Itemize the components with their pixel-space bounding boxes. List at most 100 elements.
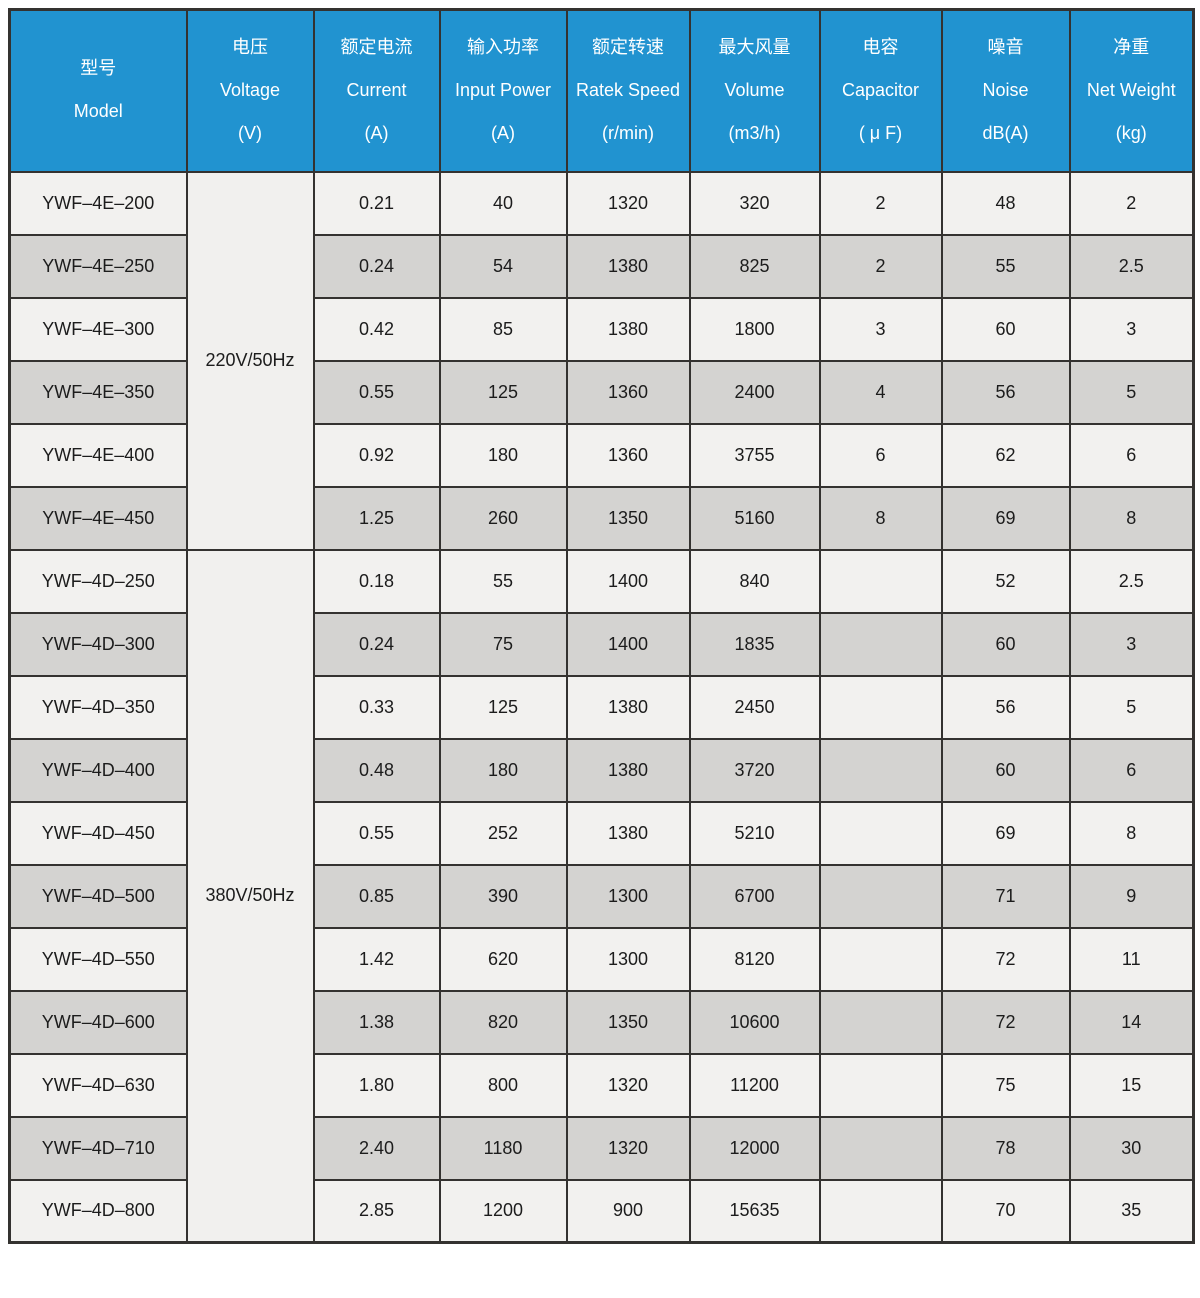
cell-model: YWF–4D–500: [8, 863, 188, 929]
cell-current: 0.48: [312, 737, 441, 803]
cell-input-power: 252: [438, 800, 568, 866]
cell-input-power: 800: [438, 1052, 568, 1118]
table-row: YWF–4E–200 220V/50Hz 0.21 40 1320 320 2 48 2: [8, 170, 1195, 551]
cell-model: YWF–4D–630: [8, 1052, 188, 1118]
cell-current: 2.85: [312, 1178, 441, 1244]
cell-noise: 60: [940, 737, 1071, 803]
cell-input-power: 85: [438, 296, 568, 362]
header-label-group: 噪音 Noise dB(A): [944, 37, 1068, 143]
cell-noise: 75: [940, 1052, 1071, 1118]
cell-net-weight: 9: [1068, 863, 1195, 929]
cell-net-weight: 8: [1068, 485, 1195, 551]
cell-ratek-speed: 1320: [565, 1115, 691, 1181]
cell-input-power: 75: [438, 611, 568, 677]
header-en-label: Input Power: [454, 79, 552, 100]
cell-input-power: 125: [438, 359, 568, 425]
header-cell-capacitor: 电容 Capacitor ( μ F): [818, 8, 943, 173]
cell-capacitor: 2: [818, 233, 943, 299]
cell-capacitor: [818, 674, 943, 740]
cell-volume: 2450: [688, 674, 821, 740]
cell-current: 0.21: [312, 170, 441, 236]
header-zh-label: 电容: [862, 37, 899, 58]
cell-model: YWF–4D–350: [8, 674, 188, 740]
table-body: YWF–4E–200 220V/50Hz 0.21 40 1320 320 2 48 2 YWF–…: [8, 170, 1195, 1244]
table-row: YWF–4E–350 0.55 125 1360 2400 4 56 5: [8, 359, 1195, 425]
cell-capacitor: [818, 863, 943, 929]
cell-capacitor: [818, 737, 943, 803]
cell-ratek-speed: 1380: [565, 800, 691, 866]
cell-input-power: 54: [438, 233, 568, 299]
header-en-label: Capacitor: [841, 79, 920, 100]
cell-noise: 60: [940, 611, 1071, 677]
header-unit-label: (r/min): [602, 122, 654, 143]
header-row: 型号 Model 电压 Voltage (V) 额定电流 Current (A) 输入功率 Inp…: [8, 8, 1195, 173]
header-label-group: 最大风量 Volume (m3/h): [692, 37, 818, 143]
cell-capacitor: [818, 926, 943, 992]
cell-model: YWF–4E–400: [8, 422, 188, 488]
cell-net-weight: 2: [1068, 170, 1195, 236]
cell-volume: 6700: [688, 863, 821, 929]
cell-capacitor: [818, 548, 943, 614]
cell-volume: 1800: [688, 296, 821, 362]
header-unit-label: (A): [491, 122, 515, 143]
cell-noise: 55: [940, 233, 1071, 299]
cell-capacitor: 6: [818, 422, 943, 488]
cell-current: 0.55: [312, 800, 441, 866]
header-zh-label: 额定电流: [340, 37, 413, 58]
cell-model: YWF–4E–250: [8, 233, 188, 299]
cell-noise: 52: [940, 548, 1071, 614]
cell-ratek-speed: 1380: [565, 737, 691, 803]
header-en-label: Ratek Speed: [575, 79, 681, 100]
table-row: YWF–4E–450 1.25 260 1350 5160 8 69 8: [8, 485, 1195, 551]
cell-net-weight: 15: [1068, 1052, 1195, 1118]
header-en-label: Noise: [982, 79, 1029, 100]
header-zh-label: 型号: [80, 58, 117, 79]
cell-capacitor: 8: [818, 485, 943, 551]
cell-current: 0.24: [312, 233, 441, 299]
cell-model: YWF–4D–400: [8, 737, 188, 803]
cell-input-power: 1200: [438, 1178, 568, 1244]
cell-current: 0.24: [312, 611, 441, 677]
cell-noise: 70: [940, 1178, 1071, 1244]
cell-capacitor: [818, 1178, 943, 1244]
cell-ratek-speed: 1380: [565, 674, 691, 740]
cell-noise: 56: [940, 359, 1071, 425]
table-row: YWF–4D–250 380V/50Hz 0.18 55 1400 840 52 2.5: [8, 548, 1195, 1244]
header-label-group: 额定转速 Ratek Speed (r/min): [569, 37, 688, 143]
header-en-label: Voltage: [219, 79, 281, 100]
header-cell-input-power: 输入功率 Input Power (A): [438, 8, 568, 173]
cell-model: YWF–4D–800: [8, 1178, 188, 1244]
cell-input-power: 820: [438, 989, 568, 1055]
cell-capacitor: 4: [818, 359, 943, 425]
cell-volume: 3755: [688, 422, 821, 488]
cell-capacitor: [818, 989, 943, 1055]
header-cell-volume: 最大风量 Volume (m3/h): [688, 8, 821, 173]
cell-net-weight: 5: [1068, 674, 1195, 740]
voltage-merged-cell: 380V/50Hz: [185, 548, 315, 1244]
cell-ratek-speed: 1400: [565, 611, 691, 677]
header-cell-net-weight: 净重 Net Weight (kg): [1068, 8, 1195, 173]
cell-noise: 56: [940, 674, 1071, 740]
cell-net-weight: 5: [1068, 359, 1195, 425]
cell-volume: 11200: [688, 1052, 821, 1118]
header-unit-label: dB(A): [982, 122, 1029, 143]
cell-model: YWF–4D–710: [8, 1115, 188, 1181]
cell-model: YWF–4E–300: [8, 296, 188, 362]
table-row: YWF–4E–400 0.92 180 1360 3755 6 62 6: [8, 422, 1195, 488]
cell-input-power: 40: [438, 170, 568, 236]
cell-capacitor: [818, 611, 943, 677]
cell-net-weight: 3: [1068, 296, 1195, 362]
cell-ratek-speed: 1320: [565, 170, 691, 236]
header-cell-current: 额定电流 Current (A): [312, 8, 441, 173]
cell-current: 1.80: [312, 1052, 441, 1118]
table-row: YWF–4D–500 0.85 390 1300 6700 71 9: [8, 863, 1195, 929]
cell-current: 0.18: [312, 548, 441, 614]
header-zh-label: 噪音: [987, 37, 1024, 58]
cell-input-power: 260: [438, 485, 568, 551]
cell-input-power: 125: [438, 674, 568, 740]
header-en-label: Current: [346, 79, 407, 100]
cell-noise: 72: [940, 926, 1071, 992]
cell-ratek-speed: 900: [565, 1178, 691, 1244]
header-label-group: 额定电流 Current (A): [316, 37, 438, 143]
cell-ratek-speed: 1360: [565, 359, 691, 425]
